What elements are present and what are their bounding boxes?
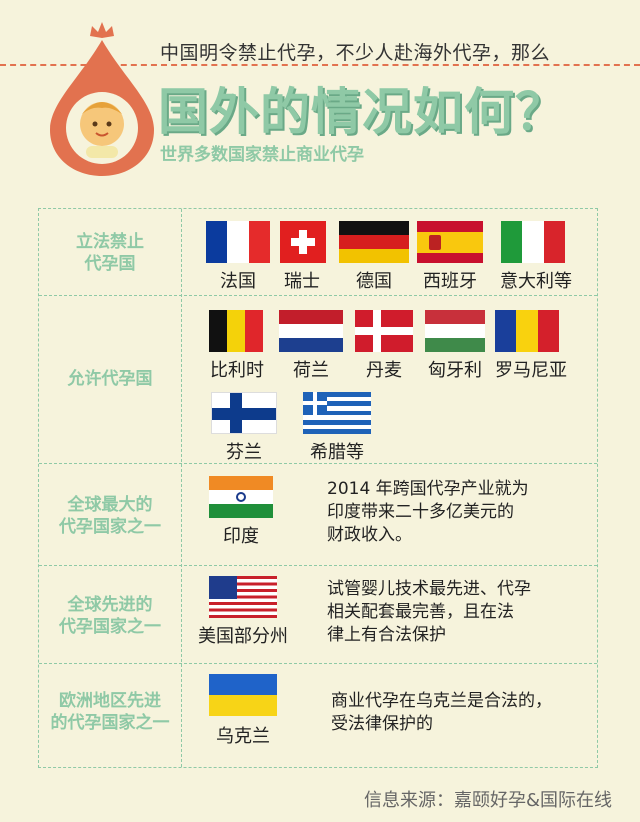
category-line: 全球先进的 <box>67 595 153 615</box>
table-row-banned: 立法禁止 代孕国 法国 瑞士 德国 西班牙 意大利等 <box>39 209 597 295</box>
page-title: 国外的情况如何？ <box>158 82 566 141</box>
denmark-flag-icon <box>355 310 413 352</box>
germany-flag-icon <box>339 221 409 263</box>
category-line: 立法禁止 <box>76 232 144 252</box>
country-label: 罗马尼亚 <box>495 360 567 381</box>
country-label: 西班牙 <box>423 271 477 292</box>
spain-flag-icon <box>417 221 483 263</box>
italy-flag-icon <box>501 221 565 263</box>
switzerland-flag-icon <box>280 221 326 263</box>
category-label: 欧洲地区先进 的代孕国家之一 <box>39 690 181 734</box>
country-label: 荷兰 <box>293 360 329 381</box>
description-line: 财政收入。 <box>327 525 412 545</box>
column-divider <box>181 209 182 767</box>
country-label: 乌克兰 <box>216 726 270 747</box>
country-label: 希腊等 <box>310 442 364 463</box>
country-label: 丹麦 <box>366 360 402 381</box>
header-dashed-divider <box>0 64 640 66</box>
description-line: 相关配套最完善，且在法 <box>327 602 514 622</box>
category-label: 立法禁止 代孕国 <box>39 231 181 275</box>
table-row-india: 全球最大的 代孕国家之一 印度 2014 年跨国代孕产业就为 印度带来二十多亿美… <box>39 463 597 565</box>
category-line: 代孕国家之一 <box>59 517 161 537</box>
category-line: 欧洲地区先进 <box>59 691 161 711</box>
description-line: 律上有合法保护 <box>327 625 446 645</box>
table-row-allowed: 允许代孕国 比利时 荷兰 丹麦 匈牙利 罗马尼亚 <box>39 295 597 463</box>
netherlands-flag-icon <box>279 310 343 352</box>
belgium-flag-icon <box>209 310 263 352</box>
ukraine-flag-icon <box>209 674 277 716</box>
description-line: 印度带来二十多亿美元的 <box>327 502 514 522</box>
description-text: 试管婴儿技术最先进、代孕 相关配套最完善，且在法 律上有合法保护 <box>327 578 531 647</box>
description-text: 商业代孕在乌克兰是合法的， 受法律保护的 <box>331 690 552 736</box>
country-label: 芬兰 <box>226 442 262 463</box>
category-label: 全球最大的 代孕国家之一 <box>39 494 181 538</box>
description-line: 商业代孕在乌克兰是合法的， <box>331 691 552 711</box>
description-line: 受法律保护的 <box>331 714 433 734</box>
baby-drop-icon <box>50 22 154 176</box>
france-flag-icon <box>206 221 270 263</box>
table-row-usa: 全球先进的 代孕国家之一 美国部分州 试管婴儿技术最先进、代孕 相关配套最完善，… <box>39 565 597 663</box>
description-line: 试管婴儿技术最先进、代孕 <box>327 579 531 599</box>
description-line: 2014 年跨国代孕产业就为 <box>327 479 529 499</box>
category-line: 的代孕国家之一 <box>50 713 170 733</box>
country-label: 比利时 <box>210 360 264 381</box>
category-line: 代孕国 <box>84 254 136 274</box>
category-line: 允许代孕国 <box>67 369 153 389</box>
source-credit: 信息来源：嘉颐好孕&国际在线 <box>363 790 612 811</box>
usa-flag-icon <box>209 576 277 618</box>
country-label: 印度 <box>223 526 259 547</box>
finland-flag-icon <box>211 392 277 434</box>
country-label: 瑞士 <box>284 271 320 292</box>
table-row-ukraine: 欧洲地区先进 的代孕国家之一 乌克兰 商业代孕在乌克兰是合法的， 受法律保护的 <box>39 663 597 767</box>
description-text: 2014 年跨国代孕产业就为 印度带来二十多亿美元的 财政收入。 <box>327 478 529 547</box>
romania-flag-icon <box>495 310 559 352</box>
country-label: 意大利等 <box>500 271 572 292</box>
greece-flag-icon <box>303 392 371 434</box>
india-flag-icon <box>209 476 273 518</box>
country-label: 匈牙利 <box>428 360 482 381</box>
country-label: 美国部分州 <box>198 626 288 647</box>
country-label: 法国 <box>220 271 256 292</box>
header-subtitle: 中国明令禁止代孕，不少人赴海外代孕，那么 <box>160 42 551 64</box>
category-line: 全球最大的 <box>67 495 153 515</box>
category-label: 全球先进的 代孕国家之一 <box>39 594 181 638</box>
category-line: 代孕国家之一 <box>59 617 161 637</box>
header-note: 世界多数国家禁止商业代孕 <box>160 145 364 165</box>
hungary-flag-icon <box>425 310 485 352</box>
country-label: 德国 <box>356 271 392 292</box>
category-label: 允许代孕国 <box>39 368 181 390</box>
surrogacy-table: 立法禁止 代孕国 法国 瑞士 德国 西班牙 意大利等 允许代孕 <box>38 208 598 768</box>
